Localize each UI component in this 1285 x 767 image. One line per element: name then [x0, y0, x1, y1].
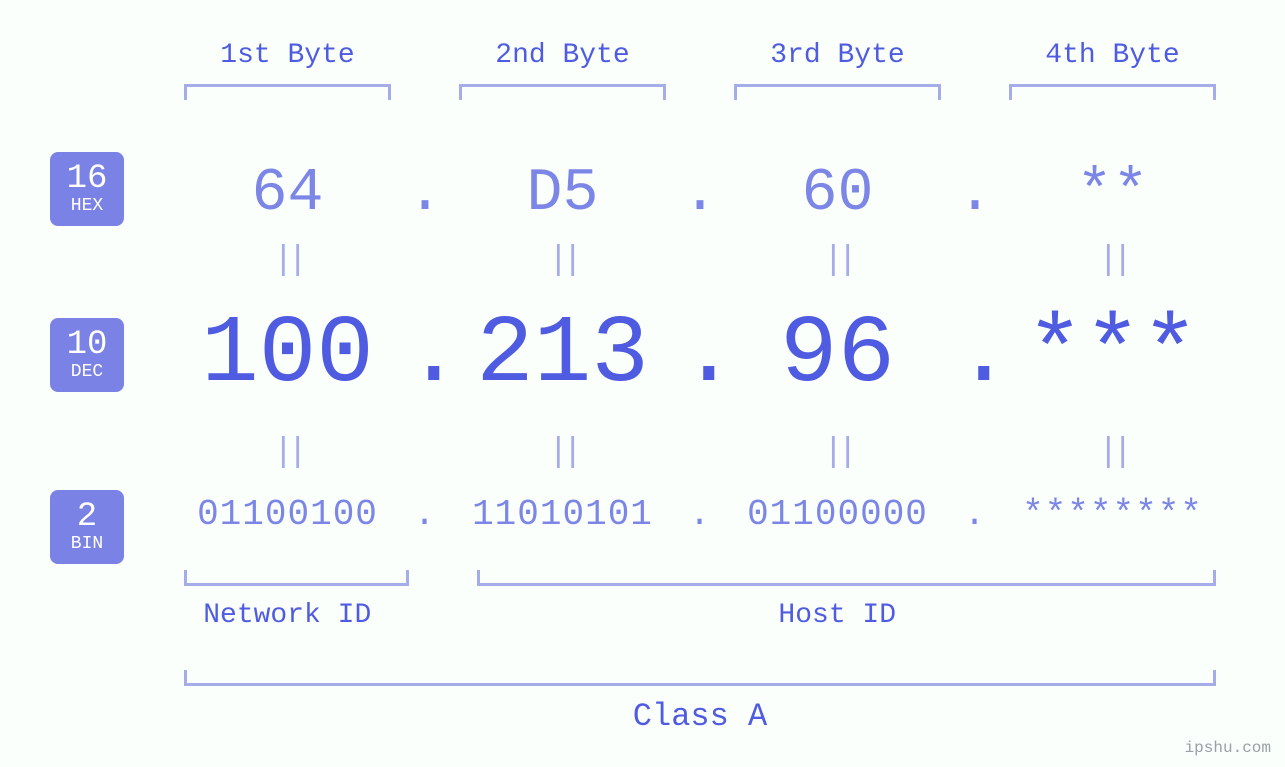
equals-glyph: ||: [720, 434, 955, 472]
dot: .: [680, 300, 720, 409]
dec-byte: 213: [445, 300, 680, 409]
byte-header: 3rd Byte: [720, 40, 955, 71]
base-number: 10: [67, 328, 108, 364]
bin-byte: 01100100: [170, 494, 405, 535]
dot: .: [680, 494, 720, 535]
dot: .: [405, 300, 445, 409]
class-bracket-row: [170, 670, 1230, 686]
base-badge-bin: 2 BIN: [50, 490, 124, 564]
bracket-top: [1009, 84, 1216, 100]
hex-byte: 60: [720, 160, 955, 228]
base-number: 16: [67, 162, 108, 198]
base-badge-hex: 16 HEX: [50, 152, 124, 226]
byte-brackets-top: [170, 84, 1230, 100]
dec-byte: 100: [170, 300, 405, 409]
base-number: 2: [77, 500, 97, 536]
dec-byte: 96: [720, 300, 955, 409]
dot: .: [955, 300, 995, 409]
base-label: HEX: [71, 197, 103, 216]
byte-header: 2nd Byte: [445, 40, 680, 71]
bracket-top: [184, 84, 391, 100]
hex-row: 64 . D5 . 60 . **: [170, 160, 1230, 228]
equals-row: || || || ||: [170, 242, 1230, 280]
equals-glyph: ||: [170, 434, 405, 472]
hex-byte: D5: [445, 160, 680, 228]
class-label: Class A: [170, 698, 1230, 735]
bracket-top: [734, 84, 941, 100]
dot: .: [955, 494, 995, 535]
bracket-host-id: [477, 570, 1216, 586]
equals-glyph: ||: [720, 242, 955, 280]
bin-byte: 11010101: [445, 494, 680, 535]
host-id-label: Host ID: [444, 600, 1230, 631]
byte-header: 1st Byte: [170, 40, 405, 71]
bin-byte: 01100000: [720, 494, 955, 535]
dot: .: [405, 494, 445, 535]
base-label: DEC: [71, 363, 103, 382]
equals-row: || || || ||: [170, 434, 1230, 472]
byte-header: 4th Byte: [995, 40, 1230, 71]
id-brackets-row: [170, 570, 1230, 586]
network-id-label: Network ID: [170, 600, 404, 631]
equals-glyph: ||: [445, 434, 680, 472]
watermark: ipshu.com: [1185, 739, 1271, 757]
bin-row: 01100100 . 11010101 . 01100000 . *******…: [170, 494, 1230, 535]
equals-glyph: ||: [995, 242, 1230, 280]
equals-glyph: ||: [170, 242, 405, 280]
dec-byte: ***: [995, 300, 1230, 409]
bracket-class: [184, 670, 1216, 686]
dot: .: [955, 160, 995, 228]
equals-glyph: ||: [445, 242, 680, 280]
bracket-network-id: [184, 570, 409, 586]
dot: .: [405, 160, 445, 228]
hex-byte: 64: [170, 160, 405, 228]
dec-row: 100 . 213 . 96 . ***: [170, 300, 1230, 409]
base-badge-dec: 10 DEC: [50, 318, 124, 392]
hex-byte: **: [995, 160, 1230, 228]
id-labels-row: Network ID Host ID: [170, 600, 1230, 631]
bin-byte: ********: [995, 494, 1230, 535]
bracket-top: [459, 84, 666, 100]
equals-glyph: ||: [995, 434, 1230, 472]
byte-headers-row: 1st Byte 2nd Byte 3rd Byte 4th Byte: [170, 40, 1230, 71]
base-label: BIN: [71, 535, 103, 554]
dot: .: [680, 160, 720, 228]
